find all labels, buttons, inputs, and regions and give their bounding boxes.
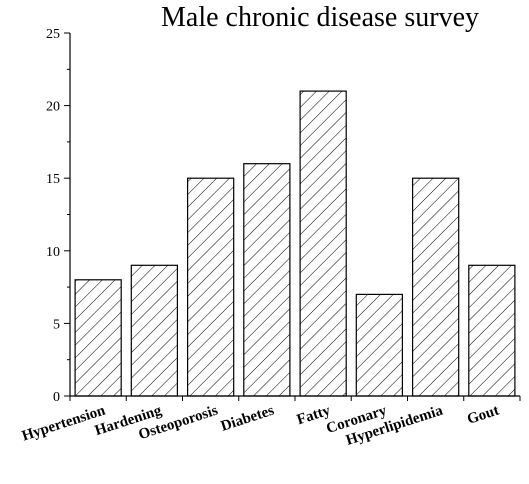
bar-coronary: [355, 293, 403, 397]
x-tick-label: Diabetes: [219, 403, 276, 435]
bar-gout: [468, 264, 516, 397]
bars-group: [74, 90, 516, 397]
y-axis: 0 5 10 15 20 25: [46, 27, 71, 405]
bar-hyperlipidemia: [412, 177, 460, 397]
y-tick-label: 5: [53, 317, 60, 332]
bar-osteoporosis: [187, 177, 235, 397]
bar-hardening: [130, 264, 179, 397]
bar-diabetes: [243, 163, 291, 397]
x-tick-label: Gout: [465, 403, 501, 428]
x-axis: HypertensionHardeningOsteoporosisDiabete…: [20, 395, 521, 449]
bar-hypertension: [74, 279, 122, 397]
y-tick-label: 25: [46, 27, 60, 42]
y-tick-label: 10: [46, 245, 60, 260]
bar-fatty: [299, 90, 347, 397]
y-tick-label: 15: [46, 172, 60, 187]
y-tick-label: 20: [46, 100, 60, 115]
chart-title: Male chronic disease survey: [161, 2, 479, 33]
y-tick-label: 0: [53, 390, 60, 405]
